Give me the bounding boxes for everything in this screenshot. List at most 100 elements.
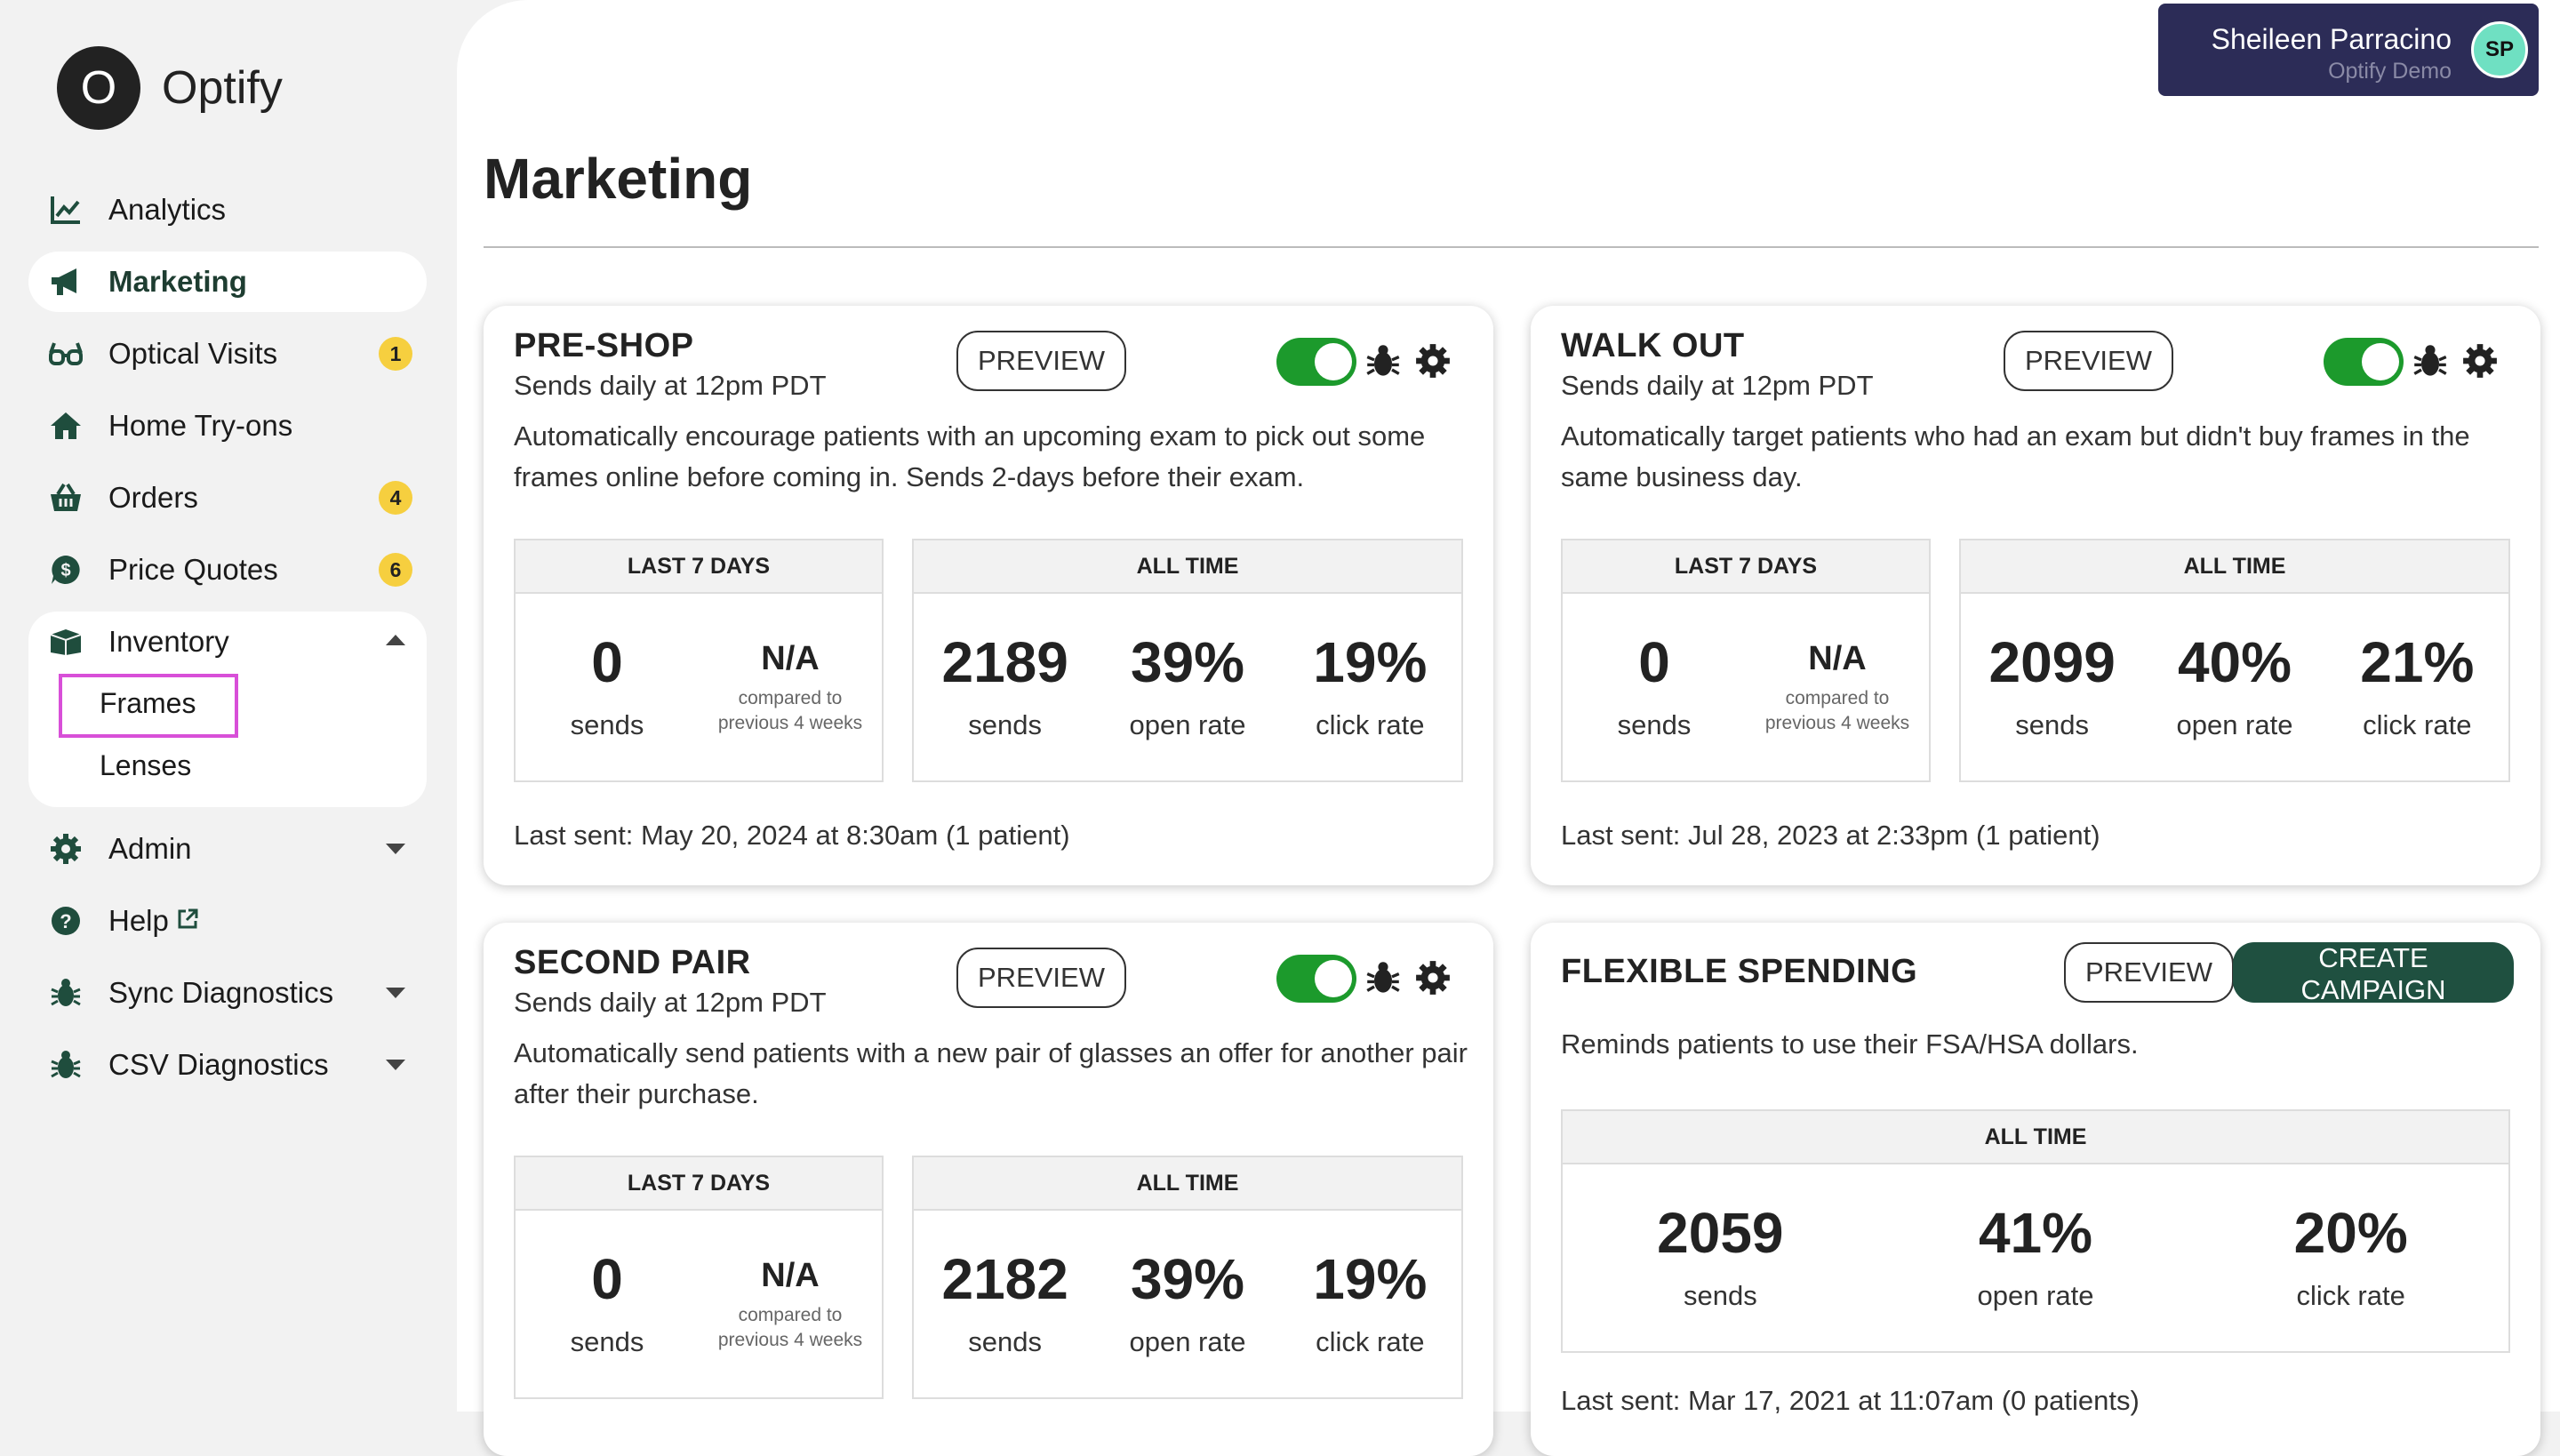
notification-badge: 4 <box>379 481 412 515</box>
sidebar-subitem-frames[interactable]: Frames <box>28 672 427 738</box>
sidebar-item-optical-visits[interactable]: Optical Visits 1 <box>28 324 427 384</box>
sidebar-item-label: Orders <box>108 481 198 514</box>
all-time-stats: ALL TIME 2099 sends 40% open rate 21% click… <box>1959 539 2510 782</box>
campaign-title: WALK OUT <box>1561 327 1745 364</box>
stat-value: 0 <box>591 630 623 694</box>
campaign-card-pre-shop: PRE-SHOP Sends daily at 12pm PDT PREVIEW… <box>484 306 1493 885</box>
home-icon <box>48 408 84 444</box>
stat-label: sends <box>570 709 644 740</box>
preview-button[interactable]: PREVIEW <box>956 948 1126 1008</box>
stat-label: click rate <box>1316 1326 1425 1357</box>
stats-header: ALL TIME <box>1563 1111 2508 1164</box>
stat-value: 41% <box>1978 1201 2093 1265</box>
stat-compare-note: compared to previous 4 weeks <box>717 688 863 733</box>
stat-value: 0 <box>591 1247 623 1311</box>
external-link-icon <box>176 904 199 938</box>
campaign-description: Automatically encourage patients with an… <box>514 420 1426 492</box>
sidebar-item-label: CSV Diagnostics <box>108 1048 329 1081</box>
sidebar-item-label: Home Try-ons <box>108 409 293 442</box>
sidebar-item-home-try-ons[interactable]: Home Try-ons <box>28 396 427 456</box>
sidebar-item-sync-diagnostics[interactable]: Sync Diagnostics <box>28 963 427 1023</box>
sidebar-item-label: Optical Visits <box>108 337 278 370</box>
stat-value: 2059 <box>1657 1201 1784 1265</box>
sidebar-item-price-quotes[interactable]: $ Price Quotes 6 <box>28 540 427 600</box>
stats-header: ALL TIME <box>914 1157 1461 1211</box>
campaign-title: SECOND PAIR <box>514 944 751 981</box>
stat-label: click rate <box>2296 1280 2405 1311</box>
last-sent: Last sent: Mar 17, 2021 at 11:07am (0 pa… <box>1561 1385 2140 1416</box>
sidebar-item-admin[interactable]: Admin <box>28 819 427 879</box>
last-7-days-stats: LAST 7 DAYS 0 sends N/A compared to previo… <box>514 539 884 782</box>
preview-button[interactable]: PREVIEW <box>956 331 1126 391</box>
gear-icon[interactable] <box>1413 958 1452 997</box>
page-title: Marketing <box>484 147 753 211</box>
megaphone-icon <box>48 264 84 300</box>
bug-icon[interactable] <box>2411 341 2450 380</box>
gear-icon <box>48 831 84 867</box>
stat-label: open rate <box>1129 709 1246 740</box>
stat-value: 21% <box>2360 630 2475 694</box>
stat-value: 20% <box>2293 1201 2408 1265</box>
campaign-title: FLEXIBLE SPENDING <box>1561 953 1918 990</box>
campaign-enabled-toggle[interactable] <box>2324 338 2404 386</box>
sidebar-item-marketing[interactable]: Marketing <box>28 252 427 312</box>
chart-line-icon <box>48 192 84 228</box>
bug-icon <box>48 1047 84 1083</box>
bug-icon[interactable] <box>1364 341 1403 380</box>
user-org: Optify Demo <box>2328 59 2452 84</box>
avatar: SP <box>2471 21 2528 78</box>
bug-icon[interactable] <box>1364 958 1403 997</box>
create-campaign-button[interactable]: CREATE CAMPAIGN <box>2233 942 2514 1005</box>
campaign-schedule: Sends daily at 12pm PDT <box>514 370 827 401</box>
sidebar-item-help[interactable]: ? Help <box>28 891 427 951</box>
stat-compare-note: compared to previous 4 weeks <box>1764 688 1910 733</box>
notification-badge: 1 <box>379 337 412 371</box>
preview-button[interactable]: PREVIEW <box>2064 942 2234 1003</box>
glasses-icon <box>48 336 84 372</box>
stat-value: 19% <box>1313 630 1428 694</box>
sidebar-item-label: Price Quotes <box>108 553 278 586</box>
stat-label: click rate <box>1316 709 1425 740</box>
bug-icon <box>48 975 84 1011</box>
stat-value: 40% <box>2177 630 2292 694</box>
campaign-description: Automatically target patients who had an… <box>1561 420 2470 492</box>
sidebar-item-orders[interactable]: Orders 4 <box>28 468 427 528</box>
last-7-days-stats: LAST 7 DAYS 0 sends N/A compared to previo… <box>1561 539 1931 782</box>
campaign-schedule: Sends daily at 12pm PDT <box>514 987 827 1018</box>
stat-value: N/A <box>761 640 820 677</box>
gear-icon[interactable] <box>2460 341 2500 380</box>
stat-label: sends <box>968 1326 1043 1357</box>
campaign-description: Automatically send patients with a new p… <box>514 1037 1468 1109</box>
campaign-enabled-toggle[interactable] <box>1276 338 1356 386</box>
chevron-down-icon[interactable] <box>386 844 405 854</box>
stat-value: 2182 <box>941 1247 1068 1311</box>
sidebar-item-csv-diagnostics[interactable]: CSV Diagnostics <box>28 1035 427 1095</box>
preview-button[interactable]: PREVIEW <box>2004 331 2173 391</box>
chevron-down-icon[interactable] <box>386 1060 405 1070</box>
stat-label: sends <box>1683 1280 1757 1311</box>
campaign-card-second-pair: SECOND PAIR Sends daily at 12pm PDT PREV… <box>484 923 1493 1456</box>
stat-label: sends <box>2015 709 2090 740</box>
gear-icon[interactable] <box>1413 341 1452 380</box>
last-sent: Last sent: May 20, 2024 at 8:30am (1 pat… <box>514 820 1070 851</box>
chevron-down-icon[interactable] <box>386 988 405 998</box>
logo-mark: O <box>57 46 140 130</box>
divider <box>484 246 2539 248</box>
stats-header: LAST 7 DAYS <box>516 1157 882 1211</box>
all-time-stats: ALL TIME 2189 sends 39% open rate 19% click… <box>912 539 1463 782</box>
stat-value: 2189 <box>941 630 1068 694</box>
stat-compare-note: compared to previous 4 weeks <box>717 1305 863 1350</box>
campaign-enabled-toggle[interactable] <box>1276 955 1356 1003</box>
stat-value: 19% <box>1313 1247 1428 1311</box>
user-menu[interactable]: Sheileen Parracino Optify Demo SP <box>2158 4 2539 96</box>
stat-label: open rate <box>2176 709 2293 740</box>
sidebar-item-inventory[interactable]: Inventory <box>28 612 427 672</box>
sidebar: O Optify Analytics Marketing Optical Vis… <box>0 0 455 1412</box>
campaign-card-flexible-spending: FLEXIBLE SPENDING PREVIEW CREATE CAMPAIG… <box>1531 923 2540 1456</box>
sidebar-subitem-lenses[interactable]: Lenses <box>100 748 192 781</box>
app-logo[interactable]: O Optify <box>57 46 283 130</box>
sidebar-nav: Analytics Marketing Optical Visits 1 Hom… <box>28 180 427 1107</box>
campaign-title: PRE-SHOP <box>514 327 694 364</box>
chevron-up-icon[interactable] <box>386 635 405 645</box>
sidebar-item-analytics[interactable]: Analytics <box>28 180 427 240</box>
